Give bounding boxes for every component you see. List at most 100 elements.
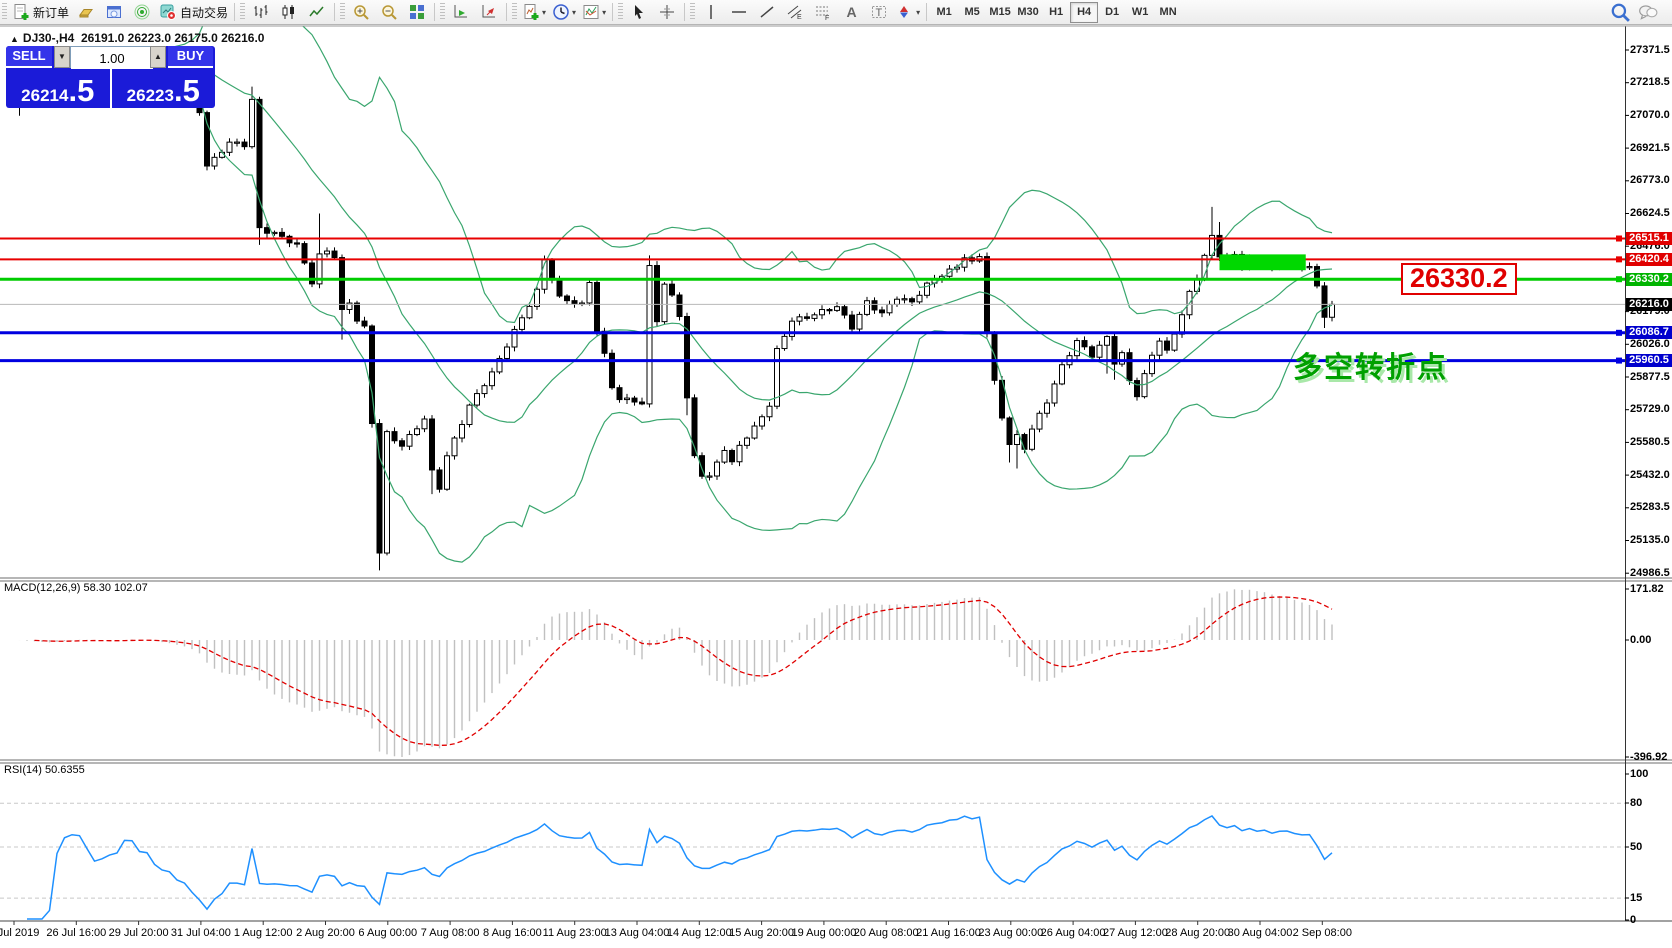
- toolbar-separator: [926, 3, 928, 21]
- buy-price[interactable]: 26223.5: [126, 73, 200, 108]
- cursor-button[interactable]: [625, 1, 653, 24]
- candles-chart-icon: [282, 5, 295, 19]
- equidistant-channel-button[interactable]: E: [781, 1, 809, 24]
- vertical-line-button[interactable]: [697, 1, 725, 24]
- trendline-icon: [760, 6, 774, 18]
- autotrading-button[interactable]: 自动交易: [156, 1, 231, 24]
- toolbar-grip: [618, 3, 624, 21]
- toolbar-grip: [2, 3, 7, 21]
- charts-button[interactable]: [72, 1, 100, 24]
- autotrading-icon: [160, 4, 177, 20]
- periods-button[interactable]: ▾: [549, 1, 579, 24]
- equidistant-channel-icon: E: [787, 5, 802, 21]
- line-chart-icon: [309, 6, 324, 17]
- zoom-out-icon: [382, 5, 397, 20]
- zoom-in-button[interactable]: [347, 1, 375, 24]
- templates-icon: [583, 5, 599, 19]
- buy-button[interactable]: BUY: [168, 46, 213, 68]
- chart-shift-icon: [482, 5, 496, 18]
- one-click-trading-panel: SELL ▼ ▲ BUY 26214.5 26223.5: [6, 46, 215, 108]
- volume-increase-button[interactable]: ▲: [150, 46, 166, 68]
- periods-icon: [553, 4, 569, 20]
- horizontal-line-button[interactable]: [725, 1, 753, 24]
- fibonacci-icon: F: [816, 6, 829, 21]
- fibonacci-button[interactable]: F: [809, 1, 837, 24]
- timeframe-m30-button[interactable]: M30: [1017, 6, 1039, 18]
- timeframe-m1-button[interactable]: M1: [936, 6, 952, 18]
- new-order-label: 新订单: [33, 5, 70, 20]
- trendline-button[interactable]: [753, 1, 781, 24]
- main-toolbar: 新订单 自动交易 ▾ ▾ ▾ E F A T ▾ M1 M5 M15 M30 H1 H4 D1 W1 MN: [0, 0, 1672, 25]
- chat-icon: [1639, 5, 1658, 20]
- svg-text:F: F: [825, 15, 829, 21]
- indicators-button[interactable]: ▾: [519, 1, 549, 24]
- line-chart-button[interactable]: [303, 1, 331, 24]
- panel-divider: [109, 68, 112, 108]
- horizontal-line-icon: [732, 11, 747, 13]
- volume-input[interactable]: [71, 47, 153, 69]
- bars-chart-icon: [254, 5, 268, 18]
- auto-scroll-button[interactable]: [447, 1, 475, 24]
- toolbar-grip: [512, 3, 518, 21]
- sell-price[interactable]: 26214.5: [21, 73, 95, 108]
- market-watch-icon: [134, 4, 150, 20]
- charts-icon: [79, 9, 93, 18]
- timeframe-w1-button[interactable]: W1: [1131, 6, 1149, 18]
- chevron-down-icon: ▾: [916, 7, 921, 17]
- new-window-button[interactable]: [100, 1, 128, 24]
- toolbar-separator: [334, 3, 336, 21]
- toolbar-separator: [434, 3, 436, 21]
- market-watch-button[interactable]: [128, 1, 156, 24]
- svg-text:T: T: [876, 7, 883, 19]
- chevron-down-icon: ▾: [602, 7, 607, 17]
- svg-text:A: A: [847, 4, 857, 20]
- timeframe-m5-button[interactable]: M5: [964, 6, 980, 18]
- toolbar-grip: [690, 3, 696, 21]
- text-icon: A: [847, 4, 857, 20]
- timeframe-h1-button[interactable]: H1: [1049, 6, 1064, 18]
- timeframe-h4-button[interactable]: H4: [1070, 1, 1099, 23]
- zoom-in-icon: [354, 5, 369, 20]
- new-order-icon: [14, 4, 29, 20]
- timeframe-d1-button[interactable]: D1: [1105, 6, 1120, 18]
- chat-button[interactable]: [1634, 1, 1662, 24]
- volume-box: [70, 46, 153, 69]
- cursor-icon: [635, 5, 644, 19]
- arrows-icon: [900, 6, 909, 18]
- templates-button[interactable]: ▾: [579, 1, 609, 24]
- text-label-button[interactable]: T: [865, 1, 893, 24]
- crosshair-button[interactable]: [653, 1, 681, 24]
- chart-shift-button[interactable]: [475, 1, 503, 24]
- auto-scroll-icon: [454, 5, 468, 18]
- search-button[interactable]: [1606, 1, 1634, 24]
- toolbar-separator: [684, 3, 686, 21]
- toolbar-separator: [234, 3, 236, 21]
- toolbar-separator: [506, 3, 508, 21]
- toolbar-separator: [612, 3, 614, 21]
- bars-chart-button[interactable]: [247, 1, 275, 24]
- search-icon: [1611, 3, 1630, 22]
- text-label-icon: T: [872, 6, 887, 19]
- chevron-down-icon: ▾: [542, 7, 547, 17]
- new-order-button[interactable]: 新订单: [9, 1, 72, 24]
- candles-chart-button[interactable]: [275, 1, 303, 24]
- toolbar-grip: [340, 3, 346, 21]
- text-button[interactable]: A: [837, 1, 865, 24]
- sell-button[interactable]: SELL: [6, 46, 52, 68]
- new-window-icon: [107, 6, 122, 18]
- arrows-button[interactable]: ▾: [893, 1, 923, 24]
- vertical-line-icon: [710, 5, 712, 19]
- zoom-out-button[interactable]: [375, 1, 403, 24]
- tile-windows-button[interactable]: [403, 1, 431, 24]
- toolbar-grip: [440, 3, 446, 21]
- toolbar-right: [1606, 1, 1662, 24]
- toolbar-grip: [240, 3, 246, 21]
- crosshair-icon: [660, 5, 675, 19]
- volume-decrease-button[interactable]: ▼: [54, 46, 70, 68]
- timeframe-mn-button[interactable]: MN: [1159, 6, 1177, 18]
- indicators-icon: [524, 4, 539, 20]
- timeframe-m15-button[interactable]: M15: [989, 6, 1011, 18]
- chevron-down-icon: ▾: [572, 7, 577, 17]
